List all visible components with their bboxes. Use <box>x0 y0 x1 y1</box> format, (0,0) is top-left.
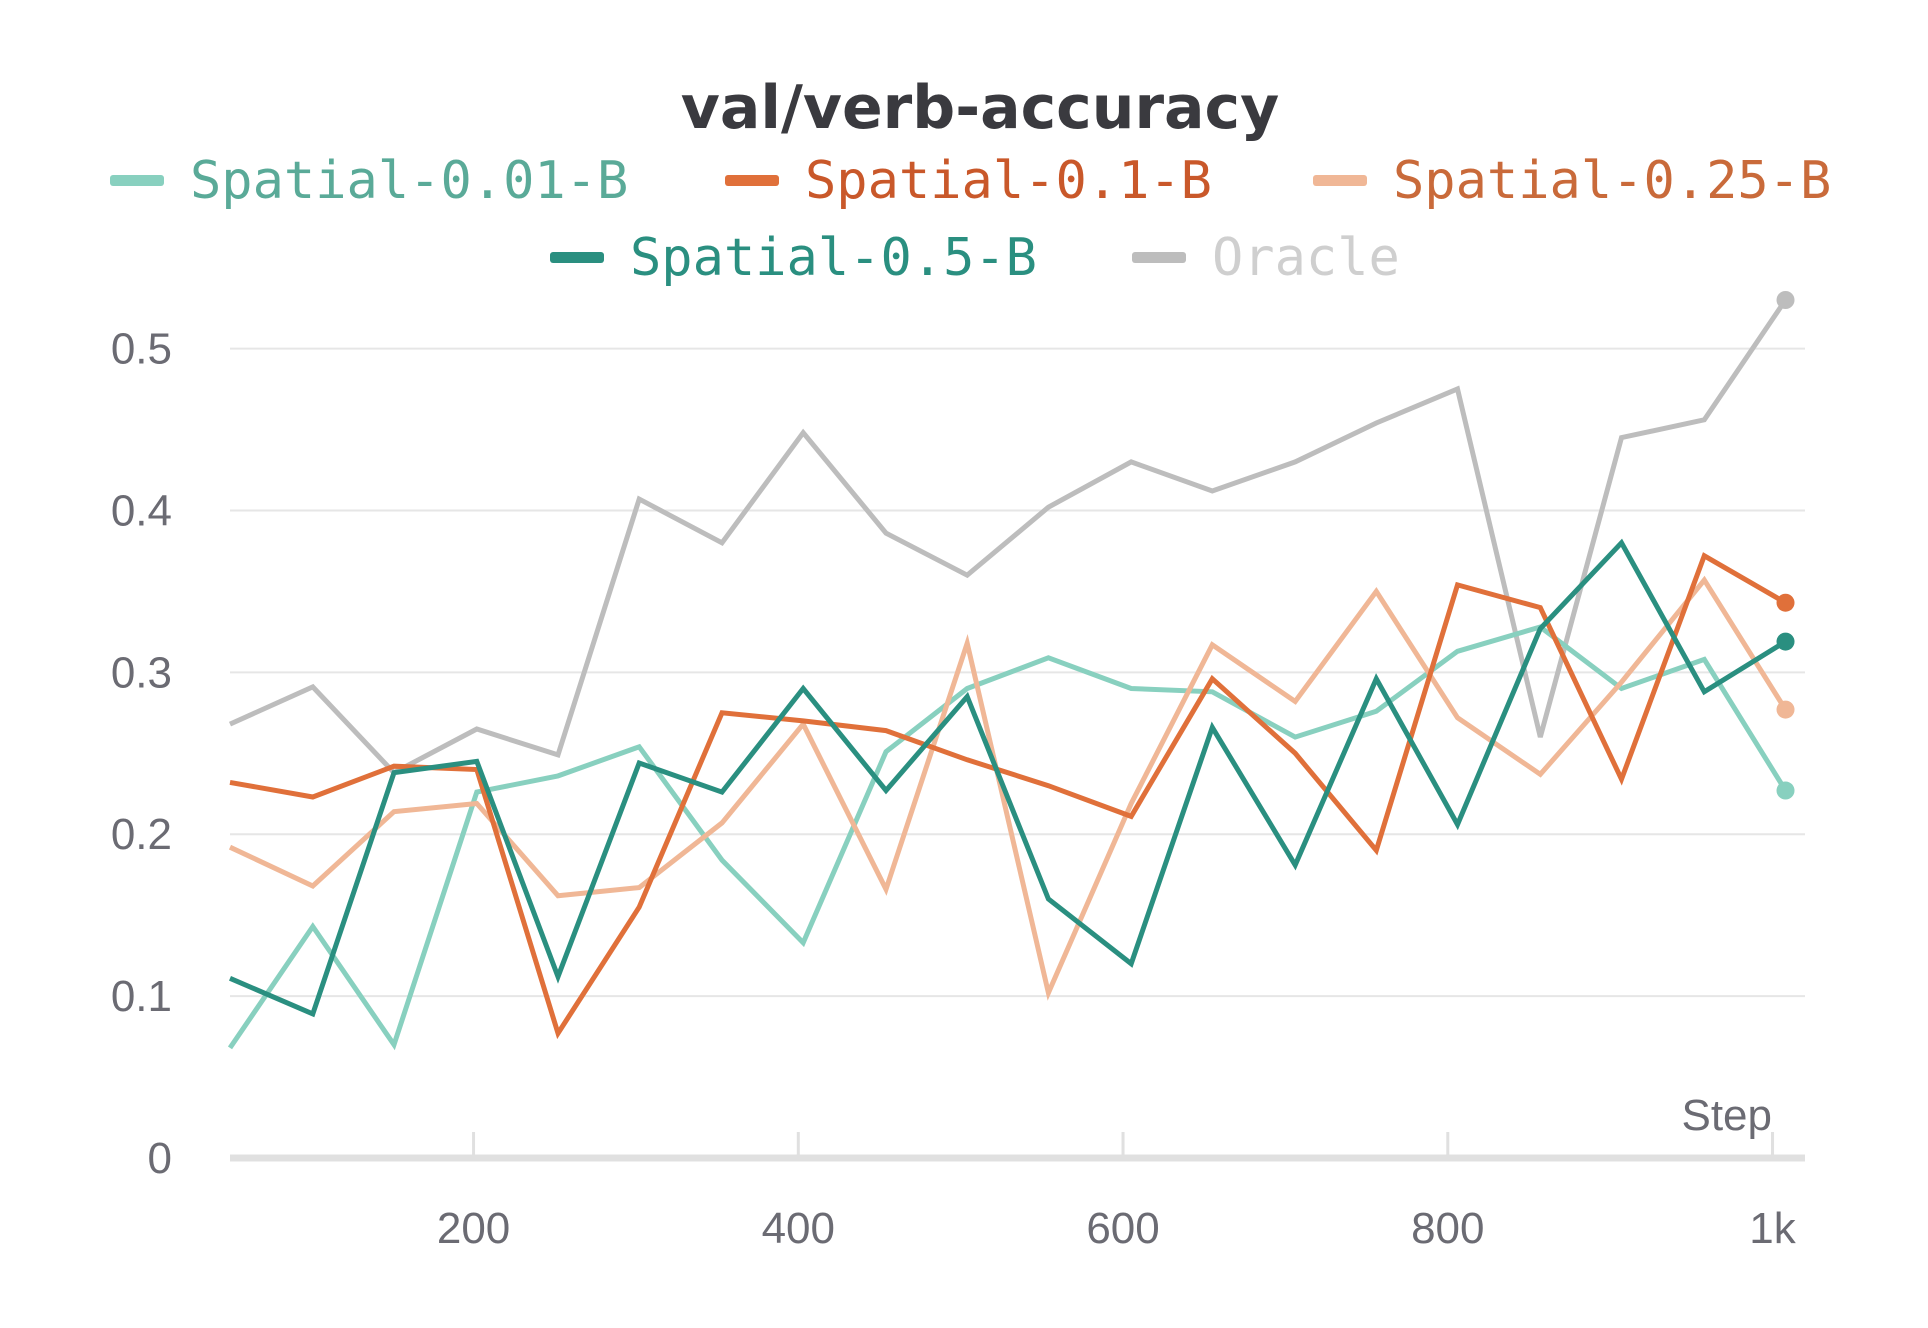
series-end-marker <box>1776 632 1795 651</box>
series-end-marker <box>1776 700 1795 719</box>
y-tick-label: 0.1 <box>111 972 172 1021</box>
y-tick-label: 0.3 <box>111 648 172 697</box>
series-line-spatial-0-1-b <box>229 552 1787 1040</box>
legend-swatch <box>1132 252 1186 263</box>
legend-swatch <box>1313 175 1367 186</box>
x-tick-label: 200 <box>437 1204 510 1253</box>
x-tick-label: 1k <box>1749 1204 1796 1253</box>
legend-item-label: Spatial-0.01-B <box>190 151 628 211</box>
legend-item-label: Oracle <box>1212 228 1400 288</box>
x-tick-label: 800 <box>1411 1204 1484 1253</box>
series-lines <box>227 291 1795 1051</box>
x-axis-label: Step <box>1681 1091 1772 1140</box>
grid-lines <box>230 347 1805 998</box>
legend-swatch <box>110 175 164 186</box>
series-end-marker <box>1776 291 1795 309</box>
legend: Spatial-0.01-B Spatial-0.1-B Spatial-0.25-… <box>110 151 1831 288</box>
y-tick-label: 0.2 <box>111 810 172 859</box>
x-tick-label: 600 <box>1086 1204 1159 1253</box>
x-axis: 200 400 600 800 1k <box>230 1132 1805 1253</box>
legend-item-label: Spatial-0.5-B <box>630 228 1037 288</box>
legend-swatch <box>550 252 604 263</box>
y-axis: 0 0.1 0.2 0.3 0.4 0.5 <box>111 325 172 1183</box>
legend-item-label: Spatial-0.25-B <box>1393 151 1831 211</box>
y-tick-label: 0.5 <box>111 325 172 374</box>
legend-item-label: Spatial-0.1-B <box>805 151 1212 211</box>
legend-swatch <box>725 175 779 186</box>
chart-title: val/verb-accuracy <box>681 73 1279 143</box>
series-line-spatial-0-25-b <box>228 575 1788 1001</box>
series-line-oracle <box>228 298 1788 776</box>
series-line-spatial-0-5-b <box>229 538 1787 1018</box>
series-end-marker <box>1776 593 1795 612</box>
y-tick-label: 0.4 <box>111 486 172 535</box>
y-tick-label: 0 <box>148 1134 172 1183</box>
x-tick-label: 400 <box>762 1204 835 1253</box>
series-end-marker <box>1776 781 1795 800</box>
series-line-spatial-0-01-b <box>227 624 1788 1051</box>
